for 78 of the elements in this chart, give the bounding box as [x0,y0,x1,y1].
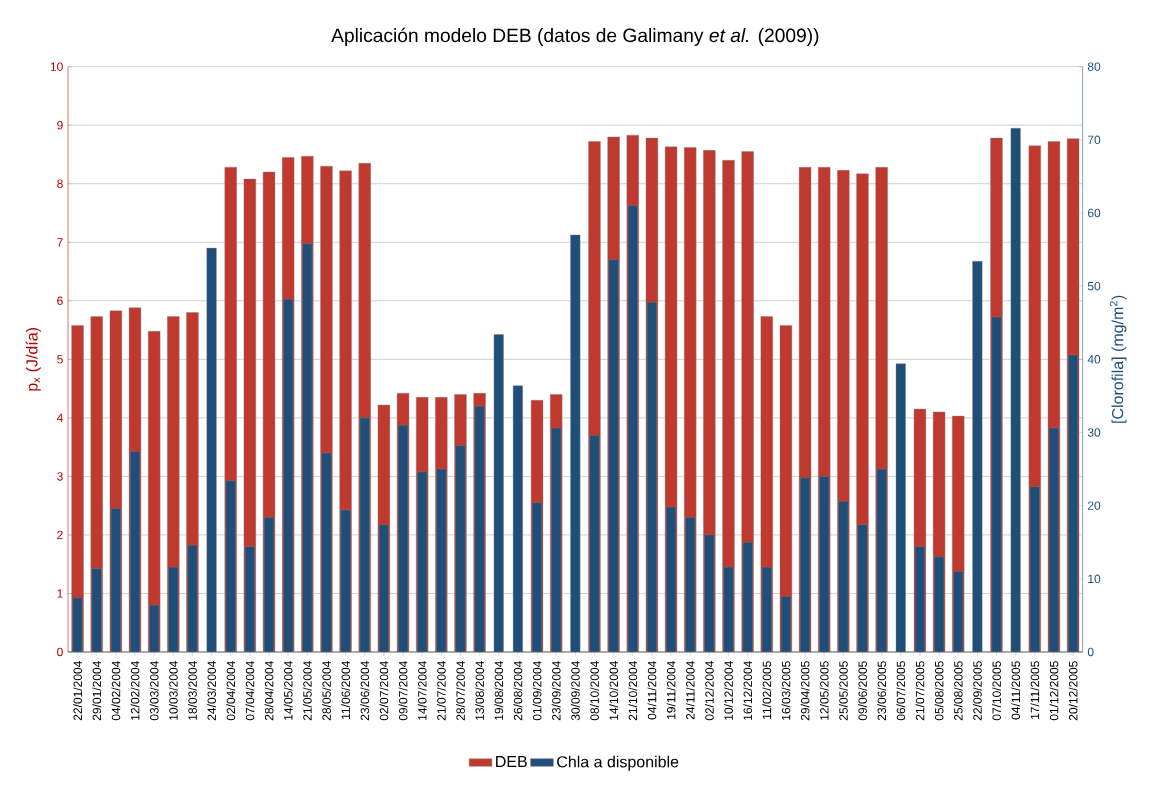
x-tick-label: 23/09/2004 [551,661,561,721]
x-tick-label: 09/06/2005 [858,661,867,721]
y-tick-label: 7 [57,238,63,247]
x-tick-label: 21/05/2004 [302,661,312,721]
x-tick-label: 28/07/2004 [456,661,465,721]
x-tick-label: 30/09/2004 [570,661,580,721]
x-tick-label: 05/08/2005 [934,661,944,721]
x-tick-label: 03/03/2004 [149,661,159,721]
y2-tick-label: 0 [1087,647,1094,657]
x-tick-label: 04/11/2004 [647,661,657,720]
x-tick-label: 26/08/2004 [513,661,523,721]
y-tick-label: 6 [57,296,63,306]
x-tick-label: 06/07/2005 [896,661,906,721]
y2-tick-label: 60 [1087,208,1101,218]
x-tick-label: 16/12/2004 [743,661,753,720]
x-tick-label: 11/06/2004 [341,661,351,719]
x-tick-label: 20/12/2005 [1068,661,1078,721]
x-tick-label: 14/05/2004 [283,661,293,720]
x-tick-label: 23/06/2004 [360,661,370,721]
chart-title: Aplicación modelo DEB (datos de Galimany et al. (2009)) [331,27,819,46]
x-tick-label: 29/01/2004 [92,661,102,721]
x-tick-label: 19/11/2004 [666,661,676,719]
legend-label: Chla a disponible [557,755,679,771]
x-tick-label: 02/07/2004 [379,661,389,721]
x-tick-label: 28/04/2004 [264,661,274,721]
x-tick-label: 29/04/2005 [800,661,810,721]
x-tick-label: 12/05/2005 [819,661,829,720]
x-tick-label: 13/08/2004 [475,661,485,720]
x-tick-label: 12/02/2004 [130,661,140,720]
legend-label: DEB [496,756,527,768]
x-tick-label: 08/10/2004 [590,661,599,721]
x-tick-label: 16/03/2005 [781,661,791,720]
y2-tick-label: 70 [1087,135,1101,145]
x-tick-label: 14/10/2004 [609,661,619,720]
x-tick-label: 21/07/2004 [436,661,446,721]
y-tick-label: 0 [57,647,63,657]
x-tick-label: 24/03/2004 [207,661,217,721]
x-tick-label: 10/12/2004 [724,661,733,720]
x-tick-label: 22/01/2004 [73,661,82,721]
x-tick-label: 04/11/2005 [1011,661,1021,720]
y-tick-label: 10 [50,62,63,71]
x-tick-label: 10/03/2004 [168,661,178,720]
y2-tick-label: 50 [1087,281,1101,291]
x-tick-label: 09/07/2004 [398,661,408,721]
y-tick-label: 2 [57,530,63,540]
y-tick-label: 1 [57,589,63,598]
x-tick-label: 17/11/2005 [1030,661,1040,719]
y-tick-label: 8 [57,179,63,188]
x-tick-label: 04/02/2004 [111,661,121,721]
x-tick-label: 28/05/2004 [322,661,331,721]
y2-tick-label: 40 [1087,355,1101,364]
y2-tick-label: 20 [1087,501,1101,510]
x-tick-label: 19/08/2004 [494,661,504,720]
y-axis-title: p$_{x}$ (J/día) [25,327,41,391]
x-tick-label: 22/09/2005 [972,661,982,721]
x-tick-label: 14/07/2004 [417,661,427,720]
y-tick-label: 3 [57,472,63,481]
y2-tick-label: 80 [1087,62,1101,71]
x-tick-label: 07/10/2005 [992,661,1001,721]
y-tick-label: 4 [56,413,63,422]
x-tick-label: 18/03/2004 [188,661,197,720]
y2-tick-label: 30 [1087,428,1101,437]
x-tick-label: 01/09/2004 [532,661,542,721]
x-tick-label: 07/04/2004 [245,661,255,721]
x-tick-label: 21/10/2004 [628,661,638,721]
x-tick-label: 02/04/2004 [226,661,236,721]
y-tick-label: 5 [57,355,63,364]
x-tick-label: 23/06/2005 [877,661,887,721]
y-tick-label: 9 [57,120,63,130]
x-tick-label: 02/12/2004 [704,661,714,721]
x-tick-label: 25/08/2005 [953,661,963,721]
x-tick-label: 25/05/2005 [838,661,848,721]
x-tick-label: 11/02/2005 [762,661,772,719]
y2-tick-label: 10 [1088,574,1101,584]
y2-axis-title: [Clorofila] (mg/m$^{2}$) [1109,295,1127,423]
x-tick-label: 01/12/2005 [1049,661,1059,721]
x-tick-label: 21/07/2005 [915,661,925,721]
x-tick-label: 24/11/2004 [685,661,695,720]
